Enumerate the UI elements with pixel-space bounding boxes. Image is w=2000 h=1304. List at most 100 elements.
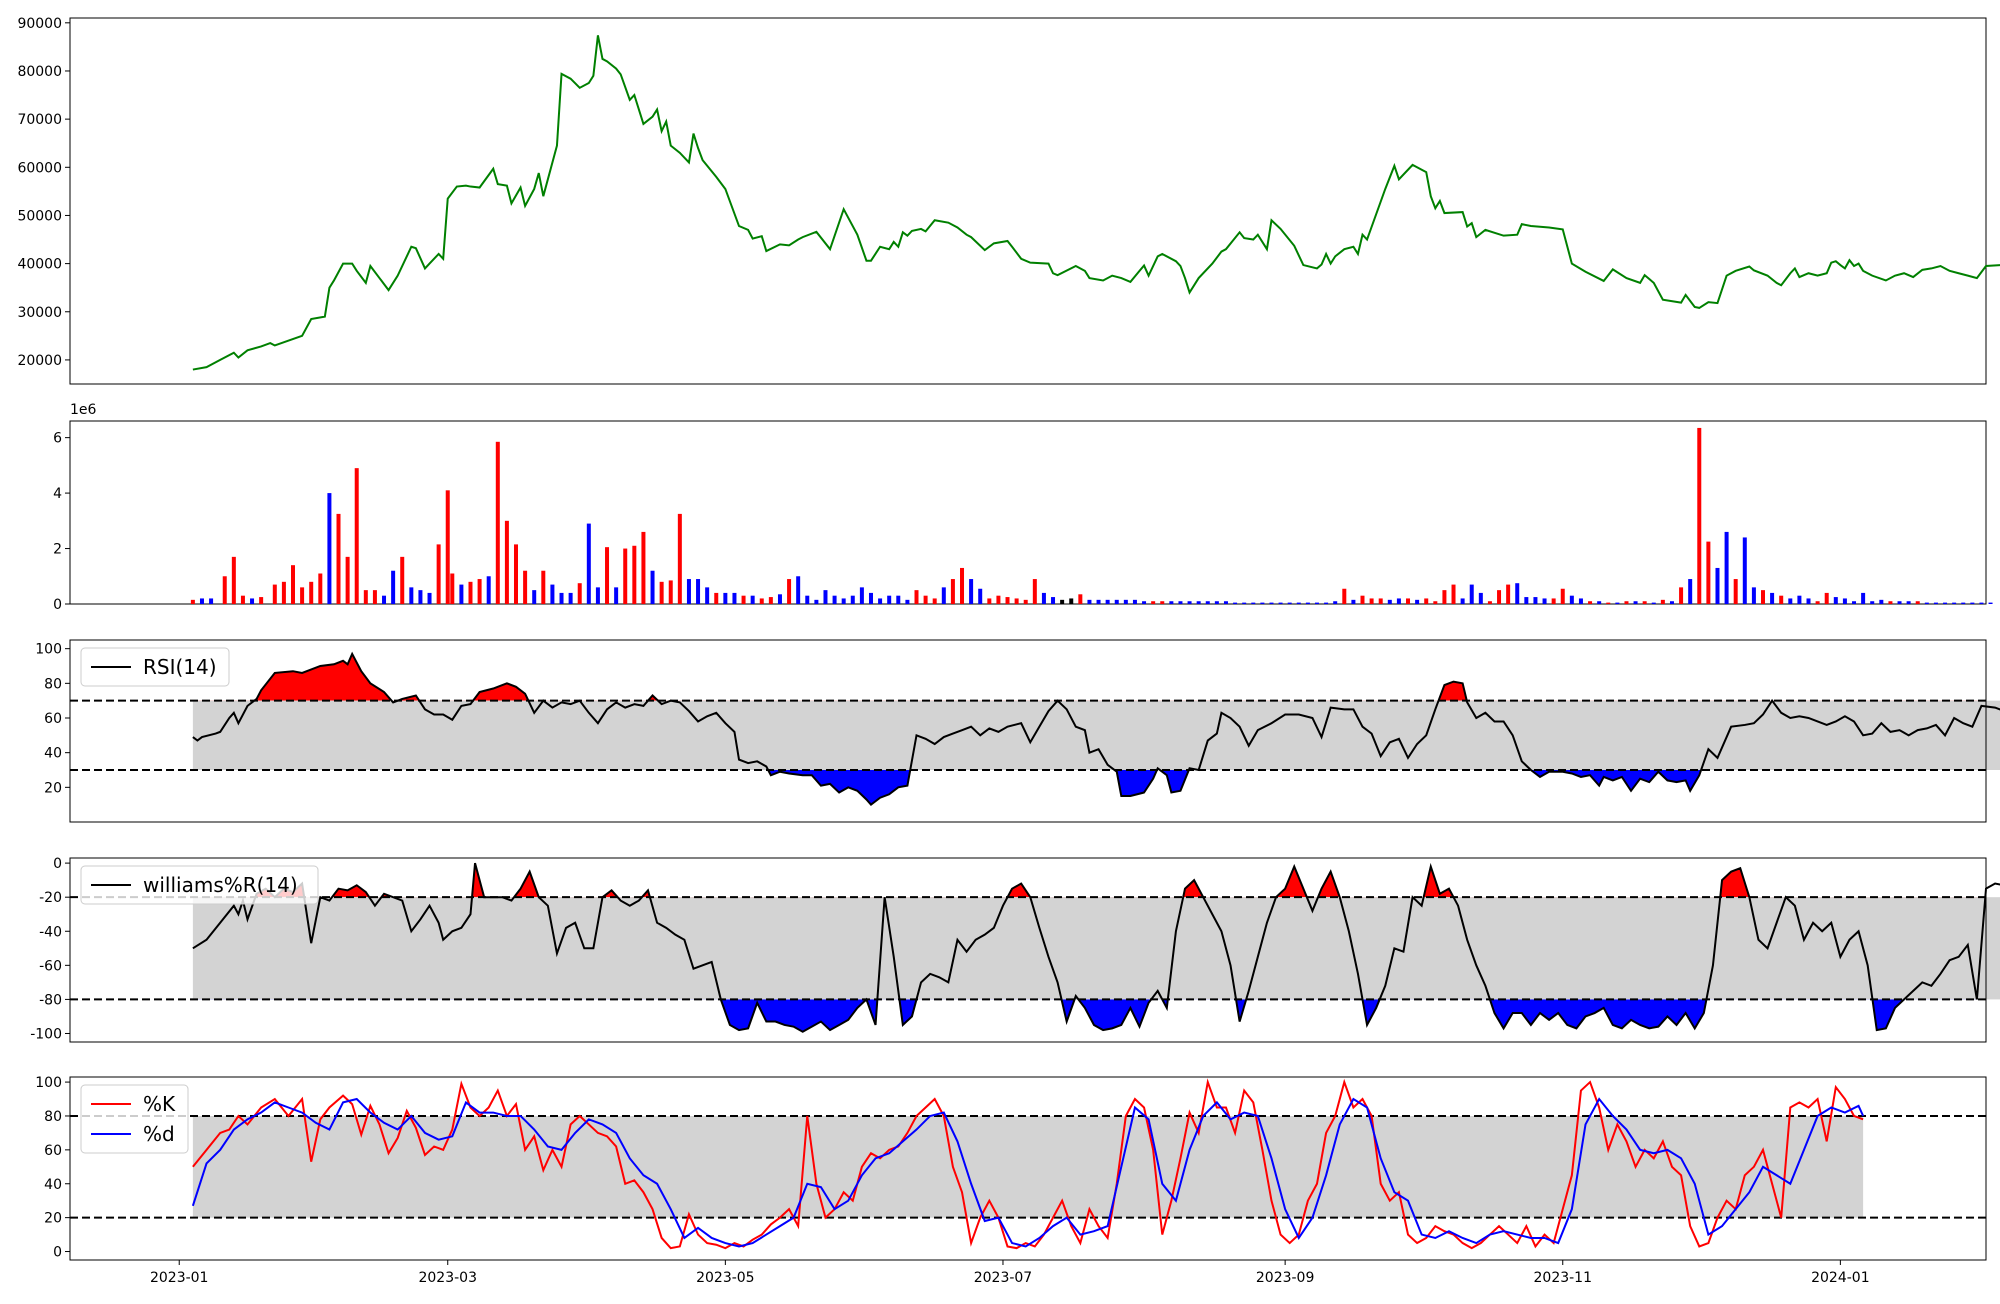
volume-bar: [240, 595, 245, 604]
volume-bar: [1415, 599, 1420, 604]
rsi-ytick-label: 80: [44, 676, 62, 692]
stochastic-ytick-label: 0: [53, 1245, 62, 1261]
williams-legend-label: williams%R(14): [143, 873, 298, 897]
volume-axes-frame: [69, 420, 1987, 605]
volume-bar: [1269, 602, 1274, 604]
volume-bar: [1679, 587, 1684, 604]
volume-bar: [960, 567, 965, 604]
price-ytick-label: 40000: [17, 257, 62, 273]
williams-ytick-label: -80: [39, 992, 62, 1008]
price-ytick-label: 60000: [17, 160, 62, 176]
stochastic-ytick-label: 60: [44, 1143, 62, 1159]
williams-ytick-label: -40: [39, 924, 62, 940]
volume-bar: [1852, 601, 1857, 604]
volume-bar: [1369, 598, 1374, 604]
volume-ytick-label: 4: [53, 486, 62, 502]
volume-bar: [259, 597, 264, 604]
volume-bar: [1406, 598, 1411, 604]
volume-bar: [504, 520, 509, 604]
volume-bar: [209, 598, 214, 604]
stochastic-line-d: [191, 1097, 1865, 1248]
xtick-label: 2023-09: [1256, 1270, 1315, 1286]
volume-bar: [1706, 541, 1711, 604]
volume-bar: [723, 592, 728, 604]
volume-bar: [231, 556, 236, 604]
volume-bar: [1078, 594, 1083, 604]
stochastic-axes-frame: [69, 1076, 1987, 1261]
volume-bar: [1278, 602, 1283, 604]
williams-ytick-label: 0: [53, 856, 62, 872]
volume-bar: [1924, 602, 1929, 604]
volume-bar: [468, 581, 473, 604]
volume-bar: [1041, 592, 1046, 604]
volume-bar: [814, 599, 819, 604]
volume-bar: [1023, 599, 1028, 604]
volume-bar: [291, 565, 295, 604]
williams-ytick-label: -60: [39, 958, 62, 974]
stochastic-ytick-label: 100: [35, 1075, 62, 1091]
volume-bar: [1460, 598, 1465, 604]
price-axes-frame: [69, 17, 1987, 385]
volume-bar: [1005, 597, 1010, 604]
volume-bar: [1342, 588, 1347, 604]
volume-bar: [409, 587, 414, 604]
volume-bar: [696, 579, 701, 604]
volume-bar: [1169, 601, 1174, 604]
volume-bar: [732, 592, 737, 604]
volume-bar: [1715, 567, 1720, 604]
williams-ytick-label: -100: [30, 1026, 62, 1042]
rsi-legend-box: [80, 647, 230, 687]
volume-bar: [1615, 602, 1620, 604]
volume-bar: [787, 579, 792, 604]
volume-bar: [1142, 601, 1147, 604]
rsi-ytick-label: 20: [44, 780, 62, 796]
volume-bar: [300, 587, 305, 604]
volume-bar: [272, 584, 277, 604]
stochastic-ytick-label: 80: [44, 1109, 62, 1125]
volume-bar: [1660, 599, 1665, 604]
volume-bar: [777, 594, 782, 604]
volume-bar: [445, 490, 450, 604]
williams-ytick-label: -20: [39, 890, 62, 906]
volume-bar: [1287, 602, 1292, 604]
volume-bar: [1260, 602, 1265, 604]
volume-bar: [941, 587, 946, 604]
volume-bar: [1970, 602, 1975, 604]
volume-bar: [1324, 602, 1329, 604]
volume-bar: [1542, 598, 1547, 604]
volume-bar: [309, 581, 314, 604]
volume-bar: [1396, 598, 1401, 604]
volume-bar: [1979, 602, 1984, 604]
volume-bar: [850, 595, 855, 604]
rsi-ytick-label: 40: [44, 746, 62, 762]
volume-bar: [1824, 592, 1829, 604]
volume-bar: [1906, 601, 1911, 604]
volume-bar: [550, 584, 555, 604]
volume-bar: [336, 513, 341, 604]
volume-bar: [568, 592, 573, 604]
volume-bar: [1105, 599, 1110, 604]
volume-bar: [1314, 602, 1319, 604]
price-line: [192, 35, 2000, 371]
volume-bar: [1588, 601, 1593, 604]
volume-bar: [1733, 579, 1738, 604]
stochastic-legend-label: %K: [143, 1092, 176, 1116]
volume-bar: [632, 545, 637, 604]
volume-bar: [932, 598, 937, 604]
volume-bar: [841, 598, 846, 604]
volume-bar: [1560, 588, 1565, 604]
volume-bar: [1806, 598, 1811, 604]
price-ytick-label: 90000: [17, 16, 62, 32]
volume-bar: [1351, 599, 1356, 604]
williams-axes-frame: [69, 857, 1987, 1043]
rsi-axes-frame: [69, 639, 1987, 823]
xtick-label: 2023-03: [418, 1270, 477, 1286]
volume-bar: [659, 581, 664, 604]
stochastic-legend-box: [80, 1084, 189, 1154]
volume-bar: [595, 587, 600, 604]
volume-bar: [623, 548, 628, 604]
volume-bar: [250, 598, 255, 604]
williams-legend-box: [80, 865, 319, 905]
volume-bar: [1669, 601, 1674, 604]
